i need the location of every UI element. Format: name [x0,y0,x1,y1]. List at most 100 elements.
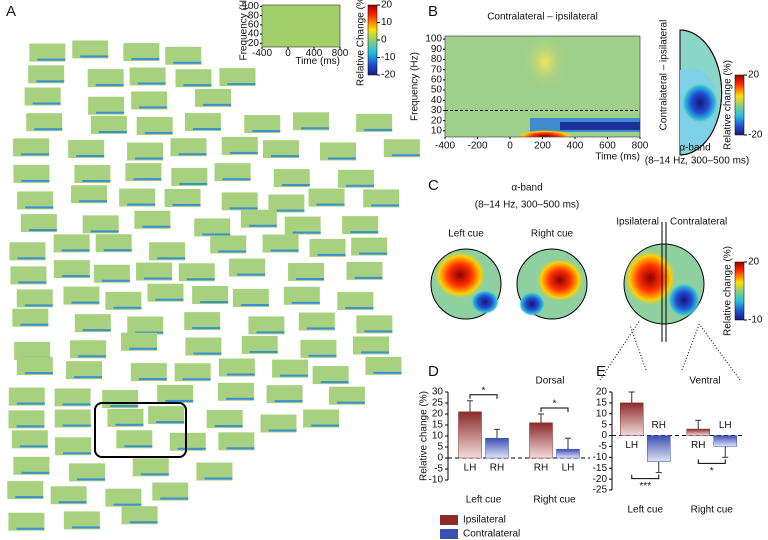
thumbnail-band [82,329,111,332]
chart-title: Dorsal [536,376,565,387]
y-tick-label: 30 [432,387,444,398]
thumbnail-band [21,179,50,182]
thumbnail-band [192,128,221,131]
significance-label: *** [639,481,651,492]
thumbnail [171,167,208,186]
significance-bracket [631,474,660,480]
thumbnail [272,359,309,378]
thumbnail [195,88,232,107]
thumbnail [184,113,221,132]
thumbnail-band [77,478,106,481]
thumbnail-band [249,350,278,353]
thumbnail [303,409,340,428]
thumbnail-band [268,429,297,432]
thumbnail [342,216,379,235]
thumbnail [309,238,346,257]
y-tick-label: 30 [431,105,443,116]
bar-label: LH [562,463,575,474]
colorbar [734,261,745,321]
thumbnail-band [291,301,320,304]
thumbnail-band [203,103,232,106]
thumbnail [337,292,374,311]
thumbnail [54,409,91,428]
thumbnail-band [63,452,92,455]
thumbnail-band [240,304,269,307]
thumbnail [273,169,310,188]
thumbnail-band [37,58,66,61]
thumbnail-band [248,224,277,227]
thumbnail-band [113,306,142,309]
thumbnail-band [229,207,258,210]
thumbnail-band [127,203,156,206]
thumbnail-band [24,304,53,307]
thumbnail [50,486,87,505]
thumbnail-band [296,278,325,281]
thumbnail-band [135,331,164,334]
thumbnail-band [204,477,233,480]
thumbnail-band [306,327,335,330]
thumbnail-band [142,225,171,228]
thumbnail-band [80,55,109,58]
y-axis-label: Relative change (%) [419,391,430,481]
thumbnail [221,136,258,155]
thumbnail-band [62,403,91,406]
y-tick-label: 15 [432,420,444,431]
thumbnail [24,87,61,106]
bar-label: LH [719,420,732,431]
highlight-box [94,402,187,458]
thumbnail [262,140,299,159]
x-tick-label: -400 [435,141,455,152]
thumbnail [319,142,356,161]
thumbnail [164,188,201,207]
band-sublabel: (8–14 Hz, 300–500 ms) [645,156,750,167]
y-tick-label: 70 [431,64,443,75]
thumbnail-band [317,253,346,256]
thumbnail [13,456,50,475]
y-tick-label: 100 [425,34,442,45]
thumbnail-band [214,425,243,428]
thumbnail [95,234,132,253]
chart-title: α-band [511,183,542,194]
thumbnail-band [165,399,194,402]
y-tick-label: 10 [432,431,444,442]
y-tick-label: 80 [248,10,260,21]
thumbnail-band [137,82,166,85]
thumbnail-band [124,445,153,448]
thumbnail-band [17,257,46,260]
y-tick-label: 90 [431,44,443,55]
thumbnail [16,289,53,308]
panel-letter: D [428,363,439,380]
y-tick-label: 20 [596,387,608,398]
category-label: Right cue [533,495,576,506]
y-tick-label: -10 [593,452,608,463]
thumbnail-band [16,527,45,530]
thumbnail-band [237,273,266,276]
thumbnail-band [336,401,365,404]
thumbnail-band [371,204,400,207]
thumbnail [218,358,255,377]
thumbnail [105,488,142,507]
bar-label: RH [691,440,705,451]
thumbnail [351,237,388,256]
thumbnail [132,458,169,477]
thumbnail [116,430,153,449]
thumbnail-band [186,278,215,281]
thumbnail-band [354,276,383,279]
thumbnail-band [15,496,44,499]
thumbnail-band [74,376,103,379]
x-tick-label: 0 [507,141,513,152]
thumbnail-band [144,277,173,280]
heatmap [262,5,340,47]
thumbnail [26,113,63,132]
thumbnail [69,463,106,482]
thumbnail-band [183,84,212,87]
thumbnail [165,46,202,65]
thumbnail [152,482,189,501]
thumbnail [136,262,173,281]
map-label: Left cue [448,229,484,240]
y-tick-label: -15 [593,463,608,474]
side-label: Contralateral – ipsilateral [659,20,670,131]
heatmap-frame [261,4,341,48]
bar [713,435,737,447]
